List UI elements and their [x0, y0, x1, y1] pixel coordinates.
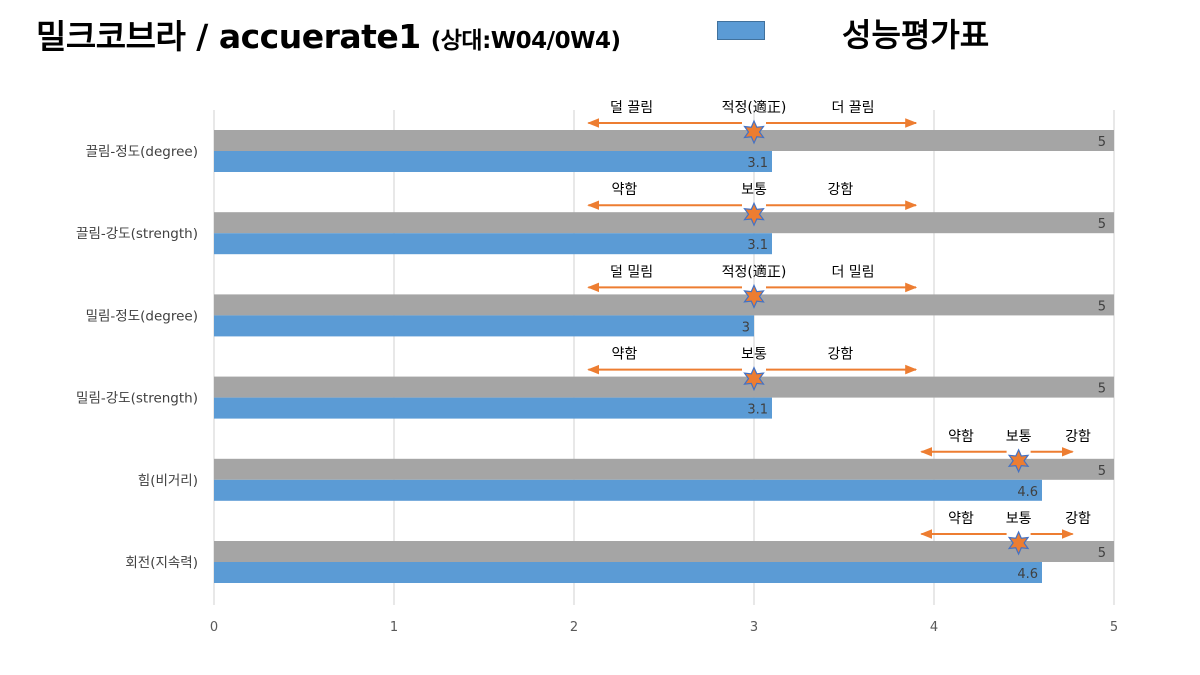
reference-data-label-3: 5 — [1098, 382, 1106, 397]
value-bar-3 — [214, 397, 772, 419]
value-data-label-3: 3.1 — [747, 403, 768, 418]
category-label-1: 끌림-강도(strength) — [76, 226, 198, 242]
x-tick-label-0: 0 — [210, 620, 218, 635]
grid-lines — [213, 110, 1115, 605]
marker-star-icon-0 — [743, 119, 765, 145]
reference-data-label-5: 5 — [1098, 546, 1106, 561]
marker-star-icon-2 — [743, 283, 765, 309]
reference-bar-0 — [214, 130, 1114, 151]
reference-data-label-2: 5 — [1098, 299, 1106, 314]
x-tick-label-4: 4 — [930, 620, 938, 635]
annotation-left-label-5: 약함 — [948, 511, 974, 527]
category-label-4: 힘(비거리) — [138, 473, 198, 489]
annotation-1: 약함 보통 강함 — [587, 182, 918, 227]
reference-bar-5 — [214, 541, 1114, 562]
annotation-mid-label-4: 보통 — [1006, 429, 1032, 445]
reference-bar-2 — [214, 294, 1114, 316]
reference-data-label-4: 5 — [1098, 464, 1106, 479]
annotation-right-label-1: 강함 — [828, 182, 854, 198]
category-label-5: 회전(지속력) — [125, 555, 198, 571]
x-tick-label-1: 1 — [390, 620, 398, 635]
category-label-2: 밀림-정도(degree) — [86, 308, 198, 324]
annotation-mid-label-0: 적정(適正) — [722, 99, 787, 116]
marker-star-icon-4 — [1007, 448, 1030, 474]
annotation-right-label-5: 강함 — [1065, 511, 1091, 527]
labels: 0 1 2 3 4 5 5 3.1 끌림-정도(degree) 5 3.1 끌림-강도(strengt… — [76, 135, 1118, 635]
annotation-3: 약함 보통 강함 — [587, 347, 918, 392]
annotation-mid-label-1: 보통 — [741, 182, 767, 198]
legend-label: 성능평가표 — [842, 16, 990, 54]
marker-star-icon-1 — [743, 201, 765, 227]
chart-title: 밀크코브라 / accuerate1 (상대:W04/0W4) — [36, 10, 621, 58]
value-data-label-4: 4.6 — [1017, 485, 1038, 500]
x-tick-label-5: 5 — [1110, 620, 1118, 635]
annotation-left-label-4: 약함 — [948, 429, 974, 445]
annotation-4: 약함 보통 강함 — [920, 429, 1091, 474]
value-bar-5 — [214, 562, 1042, 583]
annotation-mid-label-5: 보통 — [1006, 511, 1032, 527]
value-data-label-0: 3.1 — [747, 156, 768, 171]
reference-data-label-0: 5 — [1098, 135, 1106, 150]
reference-bar-1 — [214, 212, 1114, 234]
annotation-left-label-1: 약함 — [612, 182, 638, 198]
annotation-right-label-2: 더 밀림 — [831, 264, 874, 280]
annotation-right-label-4: 강함 — [1065, 429, 1091, 445]
marker-star-icon-3 — [743, 366, 765, 392]
annotation-right-label-0: 더 끌림 — [831, 100, 874, 116]
annotation-right-label-3: 강함 — [828, 347, 854, 363]
annotation-left-label-3: 약함 — [612, 347, 638, 363]
x-tick-label-2: 2 — [570, 620, 578, 635]
value-data-label-2: 3 — [742, 320, 750, 335]
annotation-left-label-0: 덜 끌림 — [610, 100, 653, 116]
value-bar-1 — [214, 233, 772, 255]
chart-title-sub: (상대:W04/0W4) — [430, 28, 621, 54]
bars — [214, 130, 1114, 583]
category-label-0: 끌림-정도(degree) — [86, 144, 198, 160]
reference-data-label-1: 5 — [1098, 217, 1106, 232]
chart-title-main: 밀크코브라 / accuerate1 — [36, 17, 421, 56]
marker-star-icon-5 — [1007, 530, 1030, 556]
reference-bar-3 — [214, 376, 1114, 398]
value-bar-0 — [214, 151, 772, 172]
annotation-0: 덜 끌림 적정(適正) 더 끌림 — [587, 99, 918, 145]
value-data-label-1: 3.1 — [747, 238, 768, 253]
legend-swatch — [717, 21, 765, 40]
annotation-left-label-2: 덜 밀림 — [610, 264, 653, 280]
category-label-3: 밀림-강도(strength) — [76, 391, 198, 407]
x-tick-label-3: 3 — [750, 620, 758, 635]
annotation-2: 덜 밀림 적정(適正) 더 밀림 — [587, 263, 918, 309]
value-bar-4 — [214, 479, 1042, 501]
reference-bar-4 — [214, 458, 1114, 480]
annotation-mid-label-3: 보통 — [741, 347, 767, 363]
value-data-label-5: 4.6 — [1017, 567, 1038, 582]
annotation-mid-label-2: 적정(適正) — [722, 263, 787, 280]
annotation-5: 약함 보통 강함 — [920, 511, 1091, 556]
value-bar-2 — [214, 315, 754, 337]
